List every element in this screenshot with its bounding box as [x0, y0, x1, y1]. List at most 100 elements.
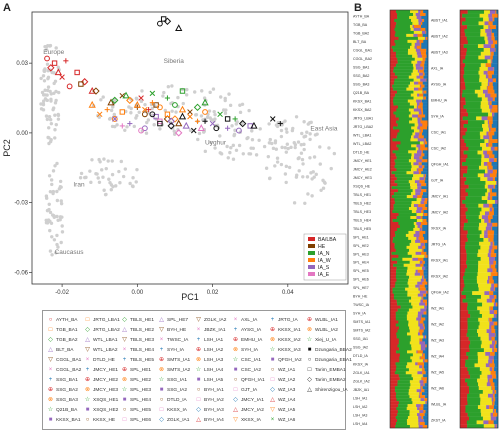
admixture-segment [460, 249, 467, 254]
data-point [164, 95, 171, 101]
admixture-segment [463, 150, 478, 155]
panel-a-letter: A [3, 2, 11, 14]
admixture-segment [390, 105, 399, 109]
admixture-segment [394, 198, 417, 202]
admixture-segment [485, 63, 492, 68]
reference-point [314, 172, 318, 177]
reference-point [90, 158, 94, 162]
admixture-segment [487, 378, 490, 383]
admixture-segment [390, 180, 395, 184]
admixture-segment [390, 359, 400, 363]
admixture-segment [424, 368, 429, 372]
admixture-label: SSG_BA3 [353, 82, 369, 86]
admixture-label: XKSX_IA [431, 226, 447, 230]
admixture-segment [480, 86, 488, 90]
admixture-segment [460, 101, 466, 106]
admixture-segment [408, 323, 419, 327]
admixture-segment [419, 326, 425, 330]
admixture-segment [480, 409, 494, 413]
admixture-segment [390, 78, 395, 82]
admixture-segment [479, 367, 490, 372]
admixture-segment [491, 124, 499, 128]
legend-symbol-icon: □ [270, 377, 275, 383]
admixture-segment [492, 348, 495, 353]
admixture-segment [418, 329, 420, 333]
admixture-segment [393, 69, 413, 73]
admixture-segment [487, 82, 490, 87]
admixture-segment [406, 269, 416, 273]
admixture-segment [423, 242, 425, 247]
admixture-segment [426, 48, 429, 52]
admixture-segment [479, 321, 490, 326]
reference-point [254, 153, 259, 157]
reference-point [47, 174, 52, 178]
legend-item: ☆ XSQS_HE1 [84, 395, 119, 405]
admixture-segment [417, 281, 423, 285]
admixture-segment [423, 69, 429, 73]
admixture-segment [460, 150, 464, 155]
admixture-segment [419, 132, 423, 136]
legend-label: TBLS_HE3 [130, 338, 154, 343]
reference-point [53, 164, 57, 168]
reference-point [194, 112, 199, 117]
legend-label: JRTG_LBA2 [93, 328, 120, 333]
reference-point [213, 146, 217, 150]
admixture-segment [495, 333, 499, 337]
legend-symbol-icon: ⊕ [121, 367, 128, 373]
admixture-segment [390, 33, 395, 38]
admixture-label: KKSX_IA2 [431, 274, 448, 278]
admixture-segment [390, 201, 396, 205]
admixture-segment [390, 114, 396, 118]
reference-point [301, 175, 305, 179]
admixture-segment [391, 251, 408, 255]
admixture-segment [467, 401, 481, 406]
admixture-segment [467, 207, 482, 212]
admixture-segment [416, 105, 419, 109]
admixture-segment [406, 419, 419, 423]
data-point [133, 100, 141, 108]
admixture-segment [424, 284, 429, 288]
admixture-segment [411, 374, 423, 378]
admixture-segment [419, 12, 426, 17]
legend-item: ⊕ LSH_IA2 [195, 345, 223, 355]
admixture-segment [488, 192, 491, 197]
admixture-segment [390, 150, 393, 154]
admixture-segment [486, 382, 491, 387]
admixture-segment [420, 117, 422, 121]
admixture-segment [460, 143, 467, 147]
legend-label: BYH_IA4 [204, 418, 224, 423]
reference-point [129, 106, 133, 111]
admixture-segment [485, 352, 491, 356]
admixture-segment [390, 245, 395, 250]
admixture-segment [417, 371, 423, 375]
admixture-segment [464, 222, 480, 227]
legend-item: ⊕ SSG_BA2 [47, 385, 78, 395]
admixture-segment [390, 36, 399, 41]
legend-symbol-icon: ○ [122, 407, 127, 413]
admixture-segment [420, 10, 424, 14]
admixture-segment [422, 150, 429, 154]
data-point [119, 109, 125, 115]
reference-point [299, 151, 304, 155]
y-tick-label: -0.03 [14, 201, 28, 207]
admixture-segment [465, 268, 479, 273]
admixture-segment [415, 132, 420, 136]
admixture-segment [423, 90, 427, 94]
legend-label: KKSX_BA1 [56, 418, 81, 423]
admixture-segment [426, 54, 429, 58]
reference-point [146, 118, 151, 122]
admixture-segment [422, 386, 429, 390]
admixture-segment [415, 48, 421, 52]
admixture-segment [483, 70, 488, 75]
reference-point [41, 99, 46, 103]
data-point [187, 113, 193, 120]
admixture-segment [422, 87, 429, 91]
admixture-segment [460, 226, 464, 231]
admixture-segment [413, 30, 423, 35]
region-label: East Asia [310, 126, 337, 133]
admixture-segment [425, 30, 427, 35]
admixture-segment [398, 374, 412, 378]
admixture-segment [418, 123, 423, 127]
legend-symbol-icon: ■ [307, 347, 312, 353]
admixture-labels-right: ABST_IA1ABST_IA2ABST_IA3AXL_IAAYSG_IAEMH… [431, 18, 449, 422]
